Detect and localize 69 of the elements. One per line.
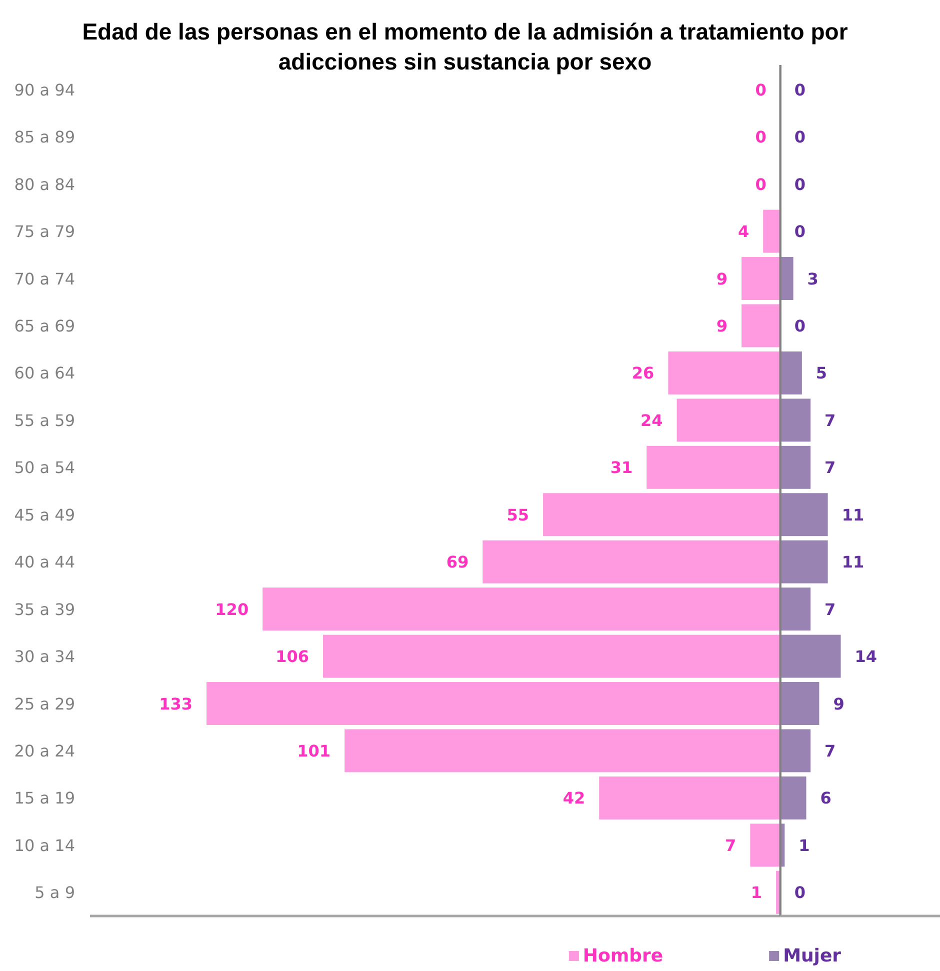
data-label: 120 bbox=[215, 600, 249, 619]
y-tick-label: 75 a 79 bbox=[14, 222, 75, 242]
data-label: 14 bbox=[854, 647, 878, 666]
data-label: 1 bbox=[750, 883, 762, 902]
bar bbox=[780, 729, 811, 772]
data-label: 101 bbox=[297, 741, 331, 760]
bar bbox=[780, 682, 820, 725]
data-label: 26 bbox=[632, 364, 654, 383]
y-tick-label: 40 a 44 bbox=[14, 552, 75, 572]
data-label: 11 bbox=[842, 552, 864, 572]
data-label: 0 bbox=[794, 883, 806, 902]
bar bbox=[780, 446, 811, 489]
data-label: 31 bbox=[610, 458, 633, 478]
y-tick-label: 15 a 19 bbox=[14, 788, 75, 808]
data-label: 7 bbox=[824, 741, 836, 760]
data-label: 4 bbox=[738, 222, 750, 242]
y-tick-label: 10 a 14 bbox=[14, 836, 75, 855]
bar bbox=[780, 588, 811, 631]
data-label: 0 bbox=[794, 316, 806, 336]
legend-label: Hombre bbox=[582, 945, 664, 966]
bar bbox=[763, 210, 780, 253]
data-label: 11 bbox=[842, 505, 864, 524]
data-label: 0 bbox=[794, 128, 806, 147]
chart-title: Edad de las personas en el momento de la admisión a tratamiento por adicciones sin sustancia por sexo bbox=[82, 18, 848, 74]
y-tick-label: 65 a 69 bbox=[14, 316, 75, 336]
data-label: 55 bbox=[506, 505, 530, 524]
y-tick-label: 20 a 24 bbox=[14, 741, 75, 760]
data-label: 5 bbox=[816, 364, 828, 383]
data-label: 0 bbox=[755, 128, 766, 147]
y-tick-label: 60 a 64 bbox=[14, 364, 75, 383]
y-tick-label: 80 a 84 bbox=[14, 174, 75, 194]
bar bbox=[780, 776, 806, 820]
data-label: 133 bbox=[159, 694, 192, 714]
y-tick-label: 45 a 49 bbox=[14, 505, 75, 524]
data-label: 69 bbox=[446, 552, 469, 572]
y-tick-label: 85 a 89 bbox=[14, 128, 75, 147]
y-tick-label: 90 a 94 bbox=[14, 80, 75, 100]
bar bbox=[780, 398, 811, 442]
data-label: 7 bbox=[824, 458, 836, 478]
bar bbox=[742, 304, 780, 348]
legend-label: Mujer bbox=[783, 945, 842, 966]
data-label: 0 bbox=[794, 80, 806, 100]
data-label: 1 bbox=[798, 836, 810, 855]
data-label: 0 bbox=[794, 222, 806, 242]
data-label: 0 bbox=[755, 80, 766, 100]
data-label: 7 bbox=[824, 410, 836, 430]
y-tick-label: 70 a 74 bbox=[14, 269, 75, 288]
data-label: 3 bbox=[807, 269, 818, 288]
y-tick-label: 50 a 54 bbox=[14, 458, 75, 478]
data-label: 9 bbox=[716, 269, 728, 288]
data-label: 7 bbox=[824, 600, 836, 619]
bar bbox=[780, 351, 802, 394]
data-label: 42 bbox=[562, 788, 586, 808]
data-label: 9 bbox=[716, 316, 728, 336]
y-tick-label: 25 a 29 bbox=[14, 694, 75, 714]
bar bbox=[780, 634, 841, 678]
y-tick-label: 5 a 9 bbox=[34, 883, 75, 902]
data-label: 106 bbox=[276, 647, 309, 666]
y-tick-label: 35 a 39 bbox=[14, 600, 75, 619]
bar bbox=[780, 540, 828, 584]
y-tick-label: 55 a 59 bbox=[14, 410, 75, 430]
bar bbox=[780, 493, 828, 536]
y-tick-label: 30 a 34 bbox=[14, 647, 75, 666]
data-label: 0 bbox=[794, 174, 806, 194]
data-label: 7 bbox=[725, 836, 736, 855]
data-label: 6 bbox=[820, 788, 832, 808]
data-label: 9 bbox=[833, 694, 844, 714]
data-label: 24 bbox=[640, 410, 663, 430]
data-label: 0 bbox=[755, 174, 766, 194]
